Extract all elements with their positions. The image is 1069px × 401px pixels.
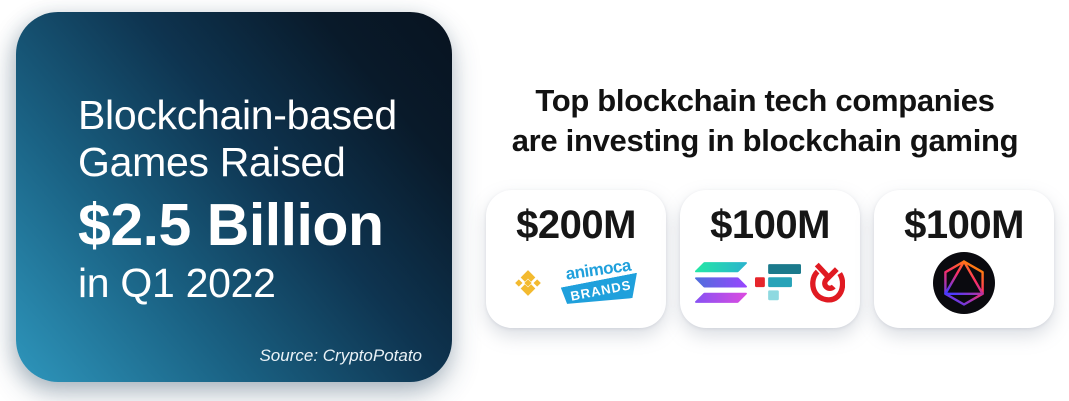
amount-label: $100M [904,203,1024,247]
stat-line-2: Games Raised [78,139,346,185]
logos-row [680,247,860,328]
logos-row [874,247,1054,328]
stat-highlight: $2.5 Billion [78,192,384,258]
investment-cards-row: $200M animoca BRANDS [486,190,1054,328]
logos-row: animoca BRANDS [486,247,666,328]
amount-label: $200M [516,203,636,247]
heading-line-2: are investing in blockchain gaming [511,123,1019,158]
stat-card: Blockchain-based Games Raised $2.5 Billi… [16,12,452,382]
stat-text-block: Blockchain-based Games Raised $2.5 Billi… [78,92,397,307]
investment-card-solana-ftx-lightspeed: $100M [680,190,860,328]
investment-card-forte: $100M [874,190,1054,328]
heading-line-1: Top blockchain tech companies [535,83,995,118]
stat-line-1: Blockchain-based [78,92,397,138]
animoca-brands-logo-icon: animoca BRANDS [553,255,646,310]
investment-card-binance-animoca: $200M animoca BRANDS [486,190,666,328]
binance-logo-icon [508,263,548,303]
ftx-logo-icon [755,263,801,302]
amount-label: $100M [710,203,830,247]
solana-logo-icon [695,262,747,303]
source-credit: Source: CryptoPotato [259,346,422,365]
forte-logo-icon [932,251,996,315]
lightspeed-logo-icon [809,262,845,304]
stat-line-3: in Q1 2022 [78,260,276,306]
section-heading: Top blockchain tech companies are invest… [466,81,1064,161]
